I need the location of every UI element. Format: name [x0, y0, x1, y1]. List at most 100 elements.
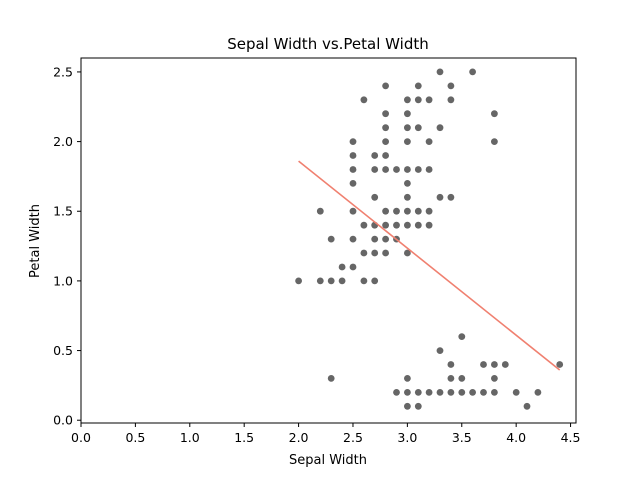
data-point — [425, 389, 433, 396]
data-point — [371, 193, 379, 201]
y-tick-label: 2.5 — [53, 64, 73, 79]
data-point — [414, 124, 422, 132]
data-point — [360, 249, 368, 257]
data-point — [349, 166, 357, 173]
data-point — [404, 221, 411, 229]
data-point — [349, 207, 357, 215]
data-point — [458, 389, 466, 396]
data-point — [360, 96, 368, 104]
data-point — [480, 389, 487, 396]
data-point — [371, 166, 379, 173]
x-tick-label: 0.5 — [125, 430, 145, 445]
data-point — [371, 235, 379, 243]
data-point — [360, 221, 368, 229]
data-point — [501, 361, 509, 368]
x-tick-label: 1.0 — [180, 430, 200, 445]
data-point — [371, 249, 379, 257]
data-point — [404, 166, 411, 173]
data-point — [327, 375, 335, 382]
data-point — [360, 277, 368, 285]
y-tick-label: 2.0 — [53, 134, 73, 149]
data-point — [447, 389, 455, 396]
data-point — [393, 207, 400, 215]
data-point — [556, 361, 564, 368]
data-point — [469, 389, 476, 396]
x-tick-label: 0.0 — [71, 430, 91, 445]
data-point — [447, 361, 455, 368]
data-point — [436, 124, 444, 132]
axes-frame — [80, 57, 577, 424]
x-tick-label: 4.5 — [561, 430, 581, 445]
data-point — [458, 375, 466, 382]
data-point — [349, 263, 357, 271]
data-point — [382, 221, 389, 229]
data-point — [491, 138, 498, 146]
data-point — [382, 235, 389, 243]
y-tick-label: 0.0 — [53, 413, 73, 428]
data-point — [327, 277, 335, 285]
data-point — [404, 249, 411, 257]
data-point — [382, 138, 389, 146]
data-point — [382, 249, 389, 257]
data-point — [382, 82, 389, 90]
data-point — [404, 96, 411, 104]
data-point — [523, 402, 531, 410]
data-point — [382, 207, 389, 215]
trend-line — [298, 160, 561, 371]
data-point — [425, 138, 433, 146]
x-tick-label: 4.0 — [506, 430, 526, 445]
x-tick-label: 3.5 — [452, 430, 472, 445]
x-axis-label: Sepal Width — [289, 453, 367, 468]
data-point — [393, 221, 400, 229]
data-point — [425, 221, 433, 229]
data-point — [371, 277, 379, 285]
data-point — [425, 96, 433, 104]
data-point — [404, 180, 411, 187]
data-point — [469, 68, 476, 76]
data-point — [382, 124, 389, 132]
x-tick-label: 2.0 — [289, 430, 309, 445]
data-point — [447, 375, 455, 382]
data-point — [414, 96, 422, 104]
data-point — [404, 124, 411, 132]
data-point — [404, 207, 411, 215]
y-tick-label: 1.0 — [53, 273, 73, 288]
data-point — [414, 82, 422, 90]
data-point — [349, 180, 357, 187]
data-point — [447, 193, 455, 201]
data-point — [404, 375, 411, 382]
data-point — [404, 138, 411, 146]
x-tick-label: 2.5 — [343, 430, 363, 445]
data-point — [316, 277, 324, 285]
data-point — [404, 402, 411, 410]
data-point — [512, 389, 520, 396]
data-point — [404, 193, 411, 201]
data-point — [404, 389, 411, 396]
data-point — [338, 263, 346, 271]
data-point — [349, 138, 357, 146]
data-point — [436, 347, 444, 354]
data-point — [316, 207, 324, 215]
data-point — [404, 110, 411, 118]
y-tick-label: 1.5 — [53, 204, 73, 219]
data-point — [414, 402, 422, 410]
data-point — [414, 166, 422, 173]
data-point — [436, 389, 444, 396]
data-point — [414, 207, 422, 215]
data-point — [425, 207, 433, 215]
x-axis: 0.0 0.5 1.0 1.5 2.0 2.5 3.0 3.5 4.0 4.5 — [71, 423, 581, 445]
data-point — [327, 235, 335, 243]
data-point — [458, 333, 466, 340]
data-point — [447, 82, 455, 90]
data-point — [382, 166, 389, 173]
data-point — [338, 277, 346, 285]
data-point — [414, 389, 422, 396]
data-point — [534, 389, 542, 396]
data-point — [349, 235, 357, 243]
data-point — [371, 152, 379, 159]
y-axis: 0.0 0.5 1.0 1.5 2.0 2.5 — [53, 64, 81, 428]
data-point — [436, 193, 444, 201]
data-point — [491, 389, 498, 396]
